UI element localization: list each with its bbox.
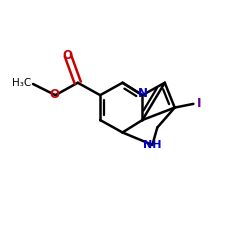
Text: NH: NH	[143, 140, 162, 150]
Text: N: N	[138, 87, 147, 100]
Text: O: O	[49, 88, 59, 101]
Text: O: O	[63, 49, 73, 62]
Text: I: I	[197, 97, 202, 110]
Text: H₃C: H₃C	[12, 78, 32, 88]
